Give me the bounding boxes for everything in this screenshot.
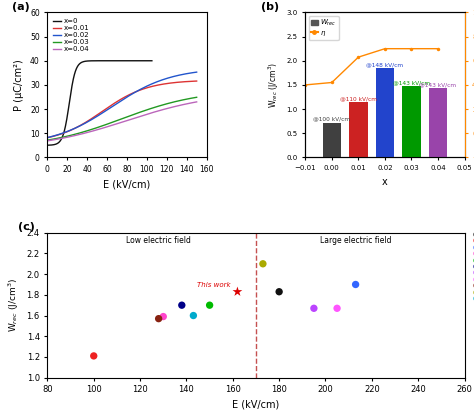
Line: x=0.03: x=0.03	[47, 97, 197, 140]
Point	[190, 312, 197, 319]
x=0	[120, 58, 126, 63]
x=0	[57, 139, 63, 144]
x=0	[79, 60, 84, 65]
x=0.03	[138, 109, 144, 114]
x=0.02	[138, 86, 144, 91]
x=0.04	[153, 109, 159, 114]
Line: x=0.01: x=0.01	[47, 81, 197, 138]
x=0.04	[194, 100, 200, 105]
x=0.02	[194, 70, 200, 75]
x=0.03	[93, 125, 99, 130]
Bar	[323, 122, 341, 157]
Text: Low electric field: Low electric field	[126, 236, 191, 245]
Line: x=0.02: x=0.02	[47, 72, 197, 138]
Text: @100 kV/cm: @100 kV/cm	[313, 117, 350, 122]
x=0.03	[63, 134, 68, 139]
Point	[234, 288, 241, 295]
x=0	[149, 58, 155, 63]
x=0.01	[104, 106, 109, 111]
X-axis label: E (kV/cm): E (kV/cm)	[103, 180, 151, 190]
x=0.04	[93, 127, 99, 132]
Point	[259, 261, 267, 267]
x=0.02	[93, 115, 99, 120]
x=0	[120, 58, 126, 63]
x=0.04	[45, 138, 50, 143]
Legend: $W_{rec}$, $\eta$: $W_{rec}$, $\eta$	[309, 16, 338, 40]
Point	[90, 353, 98, 359]
x=0.04	[63, 135, 68, 140]
Point	[155, 315, 163, 322]
Text: (c): (c)	[18, 222, 35, 232]
x=0.04	[152, 109, 158, 114]
Legend: NBLBT-SSN [10], NBT-BSN [40], NBBT-BZT [41], NBST-BBZ [42], NBKBT-NN [43], NBYT : NBLBT-SSN [10], NBT-BSN [40], NBBT-BZT […	[469, 230, 474, 303]
x=0.02	[104, 108, 109, 113]
x=0.02	[45, 135, 50, 140]
Bar	[375, 68, 394, 157]
X-axis label: E (kV/cm): E (kV/cm)	[232, 400, 280, 410]
Point	[275, 288, 283, 295]
x=0.02	[63, 130, 68, 135]
x=0.02	[153, 80, 159, 85]
x=0.01	[93, 113, 99, 118]
x=0.03	[104, 122, 109, 127]
Text: @143 kV/cm: @143 kV/cm	[393, 81, 430, 85]
X-axis label: x: x	[382, 176, 388, 187]
Legend: x=0, x=0.01, x=0.02, x=0.03, x=0.04: x=0, x=0.01, x=0.02, x=0.03, x=0.04	[51, 16, 91, 54]
Point	[310, 305, 318, 312]
Bar	[402, 86, 421, 157]
Y-axis label: W$_{rec}$ (J/cm$^3$): W$_{rec}$ (J/cm$^3$)	[266, 62, 281, 108]
Bar	[428, 88, 447, 157]
Point	[159, 313, 167, 320]
x=0.03	[153, 105, 159, 110]
Point	[206, 302, 213, 308]
Point	[352, 281, 359, 288]
x=0.01	[153, 83, 159, 88]
Text: (a): (a)	[12, 2, 30, 12]
x=0.01	[45, 135, 50, 140]
Text: This work: This work	[197, 281, 230, 288]
x=0.01	[194, 78, 200, 83]
x=0	[45, 143, 50, 148]
Point	[333, 305, 341, 312]
x=0.01	[138, 87, 144, 92]
x=0.04	[104, 124, 109, 129]
x=0.03	[152, 105, 158, 110]
Bar	[349, 102, 368, 157]
Line: x=0: x=0	[47, 61, 152, 145]
Text: @148 kV/cm: @148 kV/cm	[366, 62, 403, 67]
Text: @143 kV/cm: @143 kV/cm	[419, 82, 456, 87]
x=0.03	[194, 95, 200, 100]
x=0.01	[63, 130, 68, 135]
Point	[178, 302, 186, 308]
x=0.03	[45, 138, 50, 143]
Y-axis label: W$_{rec}$ (J/cm$^3$): W$_{rec}$ (J/cm$^3$)	[7, 278, 21, 332]
Text: Large electric field: Large electric field	[320, 236, 392, 245]
Text: @110 kV/cm: @110 kV/cm	[340, 96, 377, 101]
x=0	[110, 58, 116, 63]
x=0.01	[152, 83, 158, 88]
x=0.02	[152, 80, 158, 85]
x=0.04	[138, 113, 144, 118]
x=0	[86, 59, 91, 63]
Y-axis label: P (μC/cm²): P (μC/cm²)	[14, 59, 25, 111]
Line: x=0.04: x=0.04	[47, 102, 197, 141]
Text: (b): (b)	[261, 2, 279, 12]
